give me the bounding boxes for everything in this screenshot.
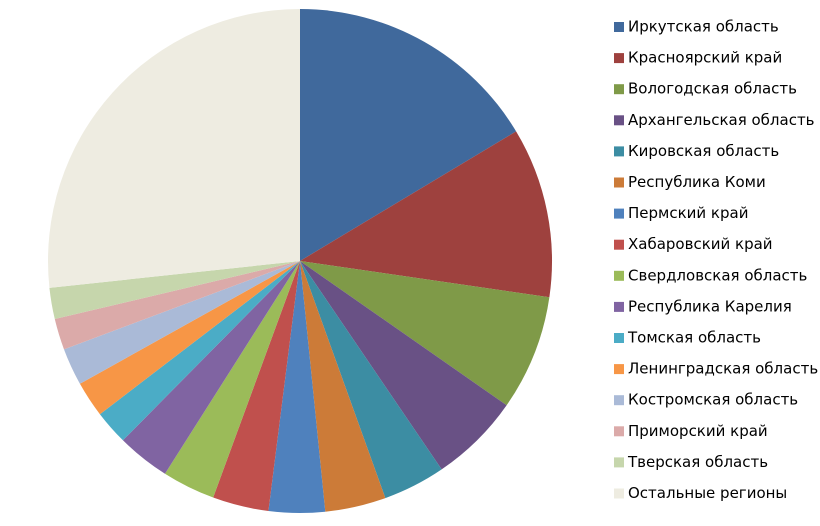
legend-label: Кировская область [628,142,779,160]
legend-label: Иркутская область [628,18,779,36]
legend-swatch [614,364,624,375]
pie-slice [122,261,300,474]
legend-label: Хабаровский край [628,235,773,253]
legend-swatch [614,488,624,499]
legend-swatch [614,146,624,157]
pie-slice [213,261,300,512]
pie-slice [79,261,300,415]
legend-swatch [614,53,624,64]
pie-slice [300,261,550,406]
pie-slice [99,261,300,441]
pie-slice [300,261,507,470]
pie-slice [300,9,517,261]
legend-label: Красноярский край [628,49,782,67]
legend-swatch [614,301,624,312]
legend-label: Приморский край [628,422,768,440]
legend-swatch [614,22,624,32]
legend-label: Тверская область [627,453,768,471]
pie-slice [300,261,386,512]
pie-slice [300,131,552,298]
legend-label: Пермский край [628,204,748,222]
legend-label: Томская область [627,329,761,347]
legend-swatch [614,395,624,406]
pie-slice [164,261,300,498]
legend-label: Костромская область [628,391,798,409]
pie-slice [49,261,300,320]
legend-label: Ленинградская область [628,360,818,378]
legend-swatch [614,115,624,126]
legend-swatch [614,270,624,281]
legend-label: Республика Карелия [628,297,792,315]
legend-swatch [614,84,624,95]
legend-label: Вологодская область [628,80,797,98]
legend-swatch [614,208,624,219]
legend-swatch [614,426,624,437]
legend-label: Свердловская область [628,266,807,284]
legend-label: Остальные регионы [628,484,787,502]
pie-slice [54,261,300,350]
legend-swatch [614,177,624,188]
pie-slice [47,9,301,288]
legend-swatch [614,457,624,468]
legend-label: Республика Коми [628,173,766,191]
legend-swatch [614,333,624,343]
pie-slice [268,261,326,513]
legend-swatch [614,239,624,250]
pie-slice [63,261,301,384]
legend-label: Архангельская область [628,111,815,129]
pie-slice [300,261,442,499]
